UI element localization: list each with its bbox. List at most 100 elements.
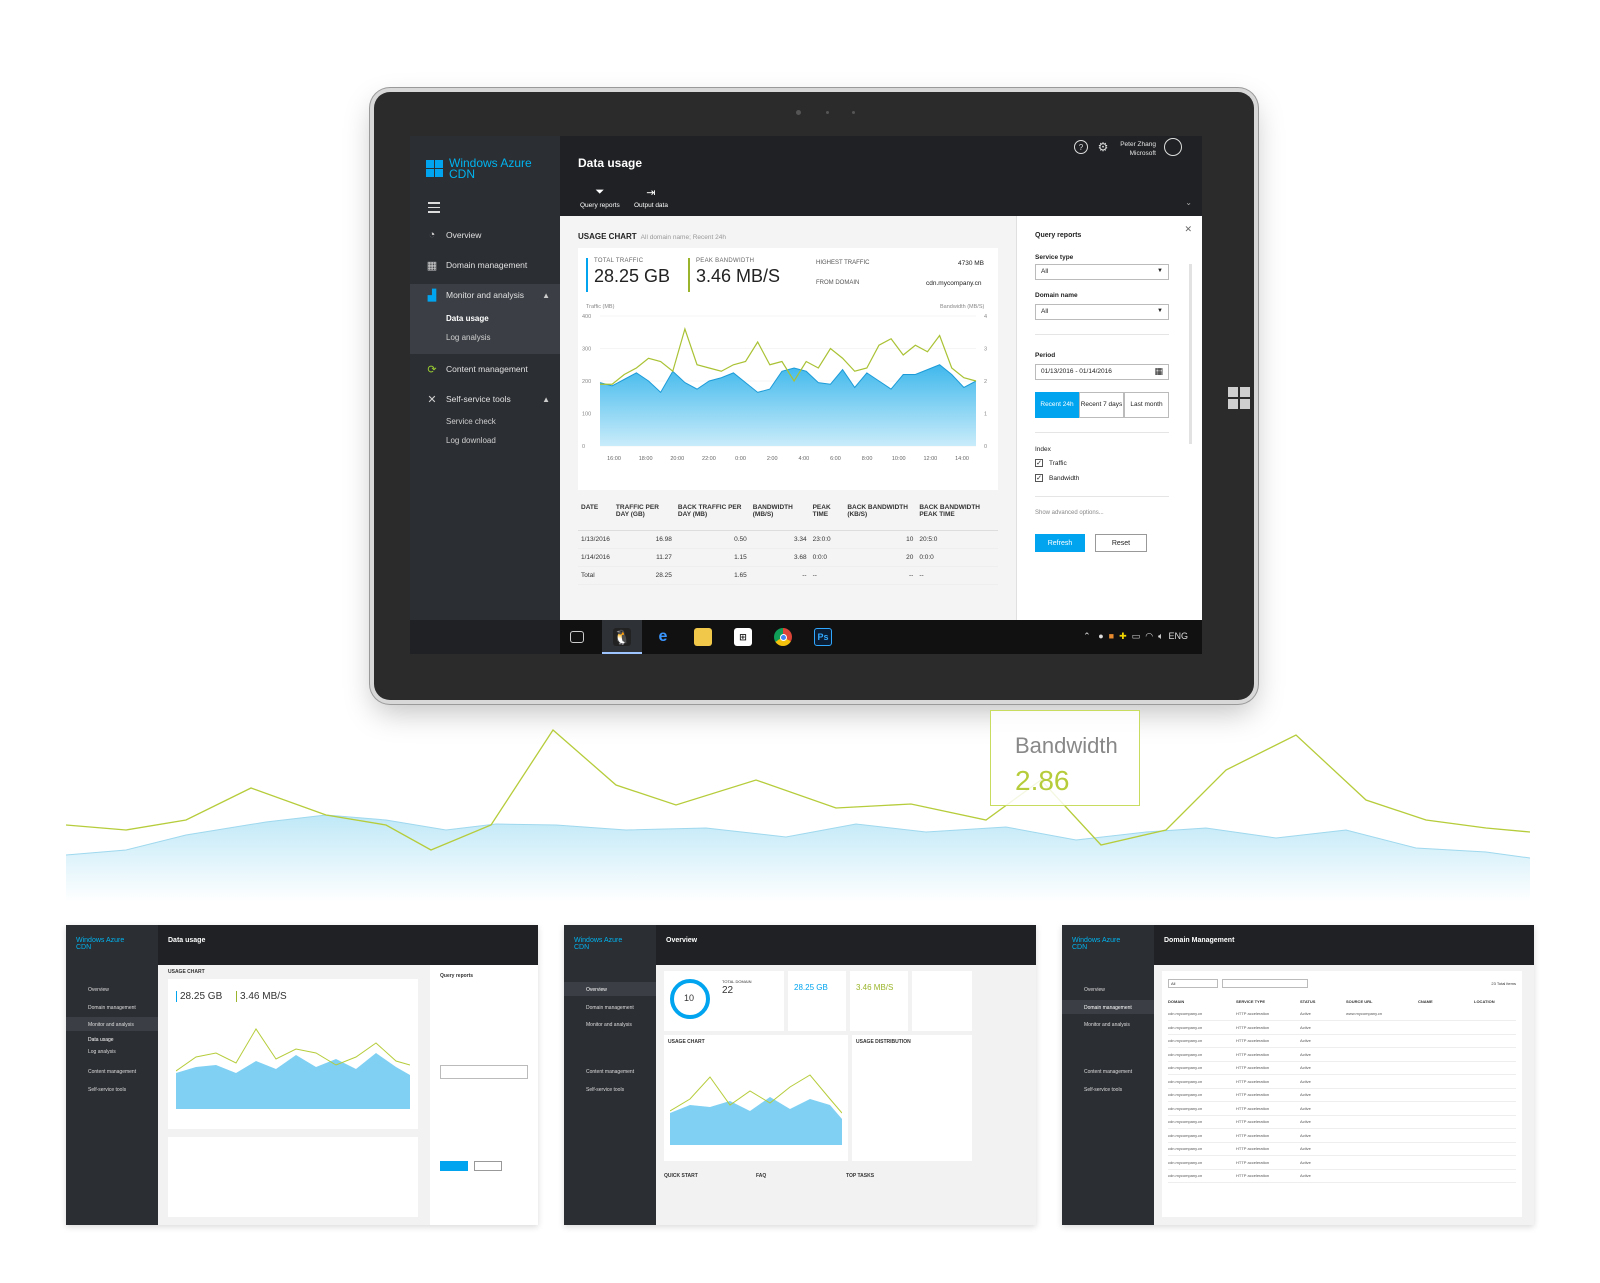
y-right-tick: 0 [984,444,987,450]
chrome-icon[interactable] [774,628,792,646]
mini-column-header[interactable]: SOURCE URL [1346,999,1373,1004]
mini-column-header[interactable]: CNAME [1418,999,1433,1004]
seg-recent-7-days[interactable]: Recent 7 days [1079,392,1124,418]
battery-icon[interactable]: ▭ [1131,631,1141,641]
mini-column-header[interactable]: DOMAIN [1168,999,1185,1004]
chevron-down-icon[interactable]: ⌄ [1185,198,1192,207]
nav-sub-log-download[interactable]: Log download [446,436,496,445]
quick-start-title: QUICK START [664,1173,698,1179]
mini-nav-monitor[interactable]: Monitor and analysis [88,1022,134,1028]
mini-filter-select[interactable]: All [1168,979,1218,988]
mini-nav-log-analysis[interactable]: Log analysis [88,1049,116,1055]
mini-nav: Windows Azure CDN Overview Domain managem… [66,925,158,1225]
mini-nav-monitor[interactable]: Monitor and analysis [586,1022,632,1028]
app-tray-icon[interactable]: ✚ [1119,631,1127,641]
nav-sub-service-check[interactable]: Service check [446,417,496,426]
windows-logo-icon[interactable] [1228,387,1250,409]
mini-refresh-button[interactable] [440,1161,468,1171]
language-indicator[interactable]: ENG [1168,631,1188,641]
query-reports-button[interactable]: ⏷ Query reports [580,186,620,209]
gear-icon[interactable]: ⚙ [1097,140,1109,154]
hamburger-menu-icon[interactable] [428,202,440,216]
mini-column-header[interactable]: SERVICE TYPE [1236,999,1266,1004]
mini-nav-self-service[interactable]: Self-service tools [586,1087,625,1093]
nav-item-monitor-analysis[interactable]: ▟ Monitor and analysis ▲ [410,282,560,308]
seg-recent-24h[interactable]: Recent 24h [1035,392,1079,418]
wifi-icon[interactable]: ◠ [1145,631,1154,641]
user-avatar-icon[interactable] [1164,138,1182,156]
photoshop-icon[interactable]: Ps [814,628,832,646]
mini-nav-domain[interactable]: Domain management [1084,1005,1132,1011]
mini-search-input[interactable] [1222,979,1308,988]
mini-nav-content[interactable]: Content management [88,1069,137,1075]
domain-name-select[interactable]: All ▼ [1035,304,1169,320]
column-header[interactable]: BACK TRAFFIC PER DAY (MB) [674,500,750,531]
column-header[interactable]: BACK BANDWIDTH (KB/S) [844,500,917,531]
mini-column-header[interactable]: STATUS [1300,999,1316,1004]
seg-last-month[interactable]: Last month [1124,392,1169,418]
chevron-up-icon[interactable]: ⌃ [1083,631,1091,641]
mini-period-input[interactable] [440,1065,528,1079]
table-cell: 0:0:0 [809,548,845,567]
mini-column-header[interactable]: LOCATION [1474,999,1495,1004]
mini-table-cell: HTTP acceleration [1236,1065,1270,1070]
user-info[interactable]: Peter Zhang Microsoft [1120,140,1156,158]
nav-sub-data-usage[interactable]: Data usage [446,314,489,323]
mini-nav-self-service[interactable]: Self-service tools [88,1087,127,1093]
column-header[interactable]: PEAK TIME [809,500,845,531]
mini-nav-overview[interactable]: Overview [586,987,607,993]
table-row[interactable]: 1/13/2016 16.98 0.50 3.34 23:0:0 10 20:5:0 [578,530,998,549]
table-row[interactable]: 1/14/2016 11.27 1.15 3.68 0:0:0 20 0:0:0 [578,548,998,567]
show-advanced-link[interactable]: Show advanced options... [1035,510,1104,516]
nav-item-self-service[interactable]: ✕ Self-service tools ▲ [410,386,560,412]
mini-table-cell: cdn.mycompany.cn [1168,1011,1203,1016]
mini-table-cell: Active [1300,1173,1311,1178]
app-tray-icon[interactable]: ● [1098,631,1104,641]
mini-nav-self-service[interactable]: Self-service tools [1084,1087,1123,1093]
column-header[interactable]: BACK BANDWIDTH PEAK TIME [916,500,998,531]
close-icon[interactable]: ✕ [1184,224,1192,234]
volume-icon[interactable]: 🔈︎ [1158,631,1164,641]
service-type-label: Service type [1035,254,1074,261]
mini-reset-button[interactable] [474,1161,502,1171]
panel-scrollbar[interactable] [1189,264,1192,444]
mini-nav-overview[interactable]: Overview [1084,987,1105,993]
refresh-button[interactable]: Refresh [1035,534,1085,552]
column-header[interactable]: TRAFFIC PER DAY (GB) [612,500,675,531]
mini-nav-content[interactable]: Content management [1084,1069,1133,1075]
column-header[interactable]: BANDWIDTH (MB/S) [749,500,810,531]
file-explorer-icon[interactable] [694,628,712,646]
column-header[interactable]: DATE [578,500,613,531]
mini-nav-monitor[interactable]: Monitor and analysis [1084,1022,1130,1028]
brand[interactable]: Windows Azure CDN [426,157,532,180]
output-data-button[interactable]: ⇥ Output data [634,186,668,209]
reset-button[interactable]: Reset [1095,534,1147,552]
qq-penguin-icon[interactable]: 🐧 [613,628,631,646]
nav-item-overview[interactable]: ◔ Overview [410,222,560,248]
mini-nav-content[interactable]: Content management [586,1069,635,1075]
app-tray-icon[interactable]: ■ [1108,631,1115,641]
mini-nav-domain[interactable]: Domain management [586,1005,634,1011]
mini-nav-domain[interactable]: Domain management [88,1005,136,1011]
help-icon[interactable]: ? [1074,140,1088,154]
task-view-icon[interactable] [570,631,584,643]
table-cell: 20:5:0 [916,530,998,549]
nav-item-domain-management[interactable]: ▦ Domain management [410,252,560,278]
mini-row-divider [1168,1155,1516,1156]
period-input[interactable]: 01/13/2016 - 01/14/2016 ▦ [1035,364,1169,380]
mini-table-cell: cdn.mycompany.cn [1168,1065,1203,1070]
service-type-select[interactable]: All ▼ [1035,264,1169,280]
mini-brand: Windows Azure CDN [574,937,623,951]
mini-nav-data-usage[interactable]: Data usage [88,1037,114,1043]
nav-sub-log-analysis[interactable]: Log analysis [446,333,491,342]
bandwidth-checkbox[interactable]: ✓ Bandwidth [1035,474,1080,482]
edge-browser-icon[interactable]: e [658,628,668,645]
store-icon[interactable]: ⊞ [734,628,752,646]
traffic-checkbox[interactable]: ✓ Traffic [1035,459,1067,467]
mini-nav-overview[interactable]: Overview [88,987,109,993]
system-tray[interactable]: ⌃ ● ■ ✚ ▭ ◠ 🔈︎ ENG [1083,631,1188,642]
nav-item-content-management[interactable]: ⟳ Content management [410,356,560,382]
table-row[interactable]: Total 28.25 1.65 -- -- -- -- [578,566,998,585]
calendar-icon[interactable]: ▦ [1154,366,1163,376]
